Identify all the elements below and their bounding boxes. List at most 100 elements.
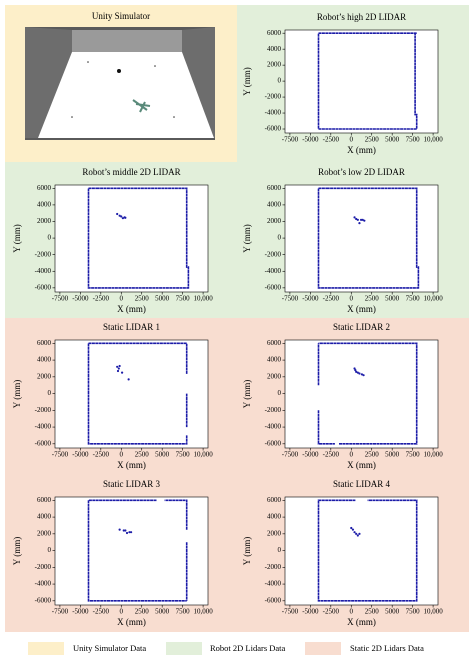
x-axis-label: X (mm) xyxy=(347,145,376,155)
wall-points xyxy=(317,32,418,130)
lidar-point xyxy=(353,216,356,219)
lidar-point xyxy=(118,364,121,368)
x-tick-label: 2500 xyxy=(365,136,380,144)
y-tick-label: 0 xyxy=(278,234,282,242)
lidar-point xyxy=(116,212,119,216)
lidar-point xyxy=(358,222,361,225)
back-wall xyxy=(72,30,182,52)
lidar-point xyxy=(128,531,131,534)
lidar-point xyxy=(353,367,356,370)
unity-render xyxy=(25,27,215,140)
plot-area xyxy=(284,496,439,606)
lidar-point xyxy=(350,526,353,530)
y-tick-label: 6000 xyxy=(267,339,282,347)
legend-swatch xyxy=(166,642,202,655)
y-axis-label: Y (mm) xyxy=(12,224,22,252)
y-tick-label: -6000 xyxy=(265,283,282,291)
y-tick-label: 4000 xyxy=(267,513,282,521)
y-axis-label: Y (mm) xyxy=(12,537,22,565)
x-tick-label: -2500 xyxy=(93,451,110,459)
x-axis-label: X (mm) xyxy=(117,304,146,314)
y-tick-label: 4000 xyxy=(267,45,282,53)
plot-area xyxy=(54,184,209,293)
y-tick-label: 2000 xyxy=(267,61,282,69)
chart-title: Static LIDAR 1 xyxy=(103,322,160,332)
plot-area xyxy=(284,29,439,134)
y-tick-label: 2000 xyxy=(267,217,282,225)
y-tick-label: 2000 xyxy=(37,372,52,380)
panel-title: Unity Simulator xyxy=(92,11,150,21)
lidar-point xyxy=(124,216,127,219)
x-tick-label: 0 xyxy=(350,295,354,303)
x-tick-label: -7500 xyxy=(282,451,299,459)
lidar-point xyxy=(359,218,363,221)
wall-points xyxy=(87,342,188,445)
x-tick-label: -5000 xyxy=(302,451,319,459)
wall-points xyxy=(317,342,418,445)
x-tick-label: -5000 xyxy=(72,451,89,459)
y-axis-label: Y (mm) xyxy=(242,224,252,252)
lidar-point xyxy=(120,215,123,218)
x-axis-label: X (mm) xyxy=(117,460,146,470)
x-tick-label: 2500 xyxy=(365,608,380,616)
lidar-point xyxy=(356,534,359,537)
y-tick-label: -6000 xyxy=(35,596,52,604)
lidar-point xyxy=(129,531,133,534)
y-tick-label: 6000 xyxy=(267,184,282,192)
x-tick-label: 7500 xyxy=(176,608,191,616)
x-tick-label: 10,000 xyxy=(193,295,213,303)
y-tick-label: 6000 xyxy=(37,339,52,347)
x-tick-label: 7500 xyxy=(406,136,421,144)
chart-title: Static LIDAR 2 xyxy=(333,322,390,332)
object xyxy=(117,69,121,73)
lidar-point xyxy=(358,532,361,535)
legend-label: Robot 2D Lidars Data xyxy=(210,643,286,653)
y-tick-label: 4000 xyxy=(267,356,282,364)
lidar-point xyxy=(353,531,356,534)
x-tick-label: -7500 xyxy=(52,608,69,616)
legend-swatch xyxy=(28,642,64,655)
y-tick-label: 0 xyxy=(278,546,282,554)
y-tick-label: 4000 xyxy=(37,513,52,521)
legend: Unity Simulator Data Robot 2D Lidars Dat… xyxy=(28,642,424,655)
legend-label: Static 2D Lidars Data xyxy=(350,643,424,653)
x-tick-label: 10,000 xyxy=(423,295,443,303)
wall-points xyxy=(87,187,190,289)
x-axis-label: X (mm) xyxy=(117,617,146,627)
y-tick-label: 4000 xyxy=(267,201,282,209)
x-tick-label: -2500 xyxy=(323,136,340,144)
x-tick-label: 2500 xyxy=(365,451,380,459)
x-tick-label: 2500 xyxy=(135,295,150,303)
y-tick-label: -4000 xyxy=(35,423,52,431)
y-tick-label: -2000 xyxy=(265,250,282,258)
y-tick-label: 2000 xyxy=(267,372,282,380)
y-tick-label: -2000 xyxy=(265,93,282,101)
lidar-point xyxy=(355,217,358,221)
y-tick-label: 2000 xyxy=(37,217,52,225)
lidar-point xyxy=(354,369,357,372)
y-tick-label: 6000 xyxy=(267,29,282,37)
x-tick-label: 5000 xyxy=(155,295,170,303)
legend-label: Unity Simulator Data xyxy=(73,643,146,653)
x-tick-label: 2500 xyxy=(365,295,380,303)
chart-title: Robot’s middle 2D LIDAR xyxy=(82,167,180,177)
y-tick-label: -4000 xyxy=(265,267,282,275)
x-tick-label: 10,000 xyxy=(193,608,213,616)
x-tick-label: -2500 xyxy=(93,608,110,616)
object xyxy=(87,61,89,63)
lidar-point xyxy=(356,371,359,374)
x-axis-label: X (mm) xyxy=(347,460,376,470)
lidar-point xyxy=(127,378,130,381)
object xyxy=(154,65,156,67)
y-tick-label: 6000 xyxy=(267,496,282,504)
plot-area xyxy=(284,339,439,449)
y-tick-label: -6000 xyxy=(265,596,282,604)
lidar-point xyxy=(118,214,121,217)
y-tick-label: 0 xyxy=(48,234,52,242)
x-tick-label: 0 xyxy=(120,608,124,616)
lidar-point xyxy=(116,365,119,368)
x-tick-label: -5000 xyxy=(72,295,89,303)
lidar-point xyxy=(118,528,121,531)
y-tick-label: -4000 xyxy=(265,109,282,117)
